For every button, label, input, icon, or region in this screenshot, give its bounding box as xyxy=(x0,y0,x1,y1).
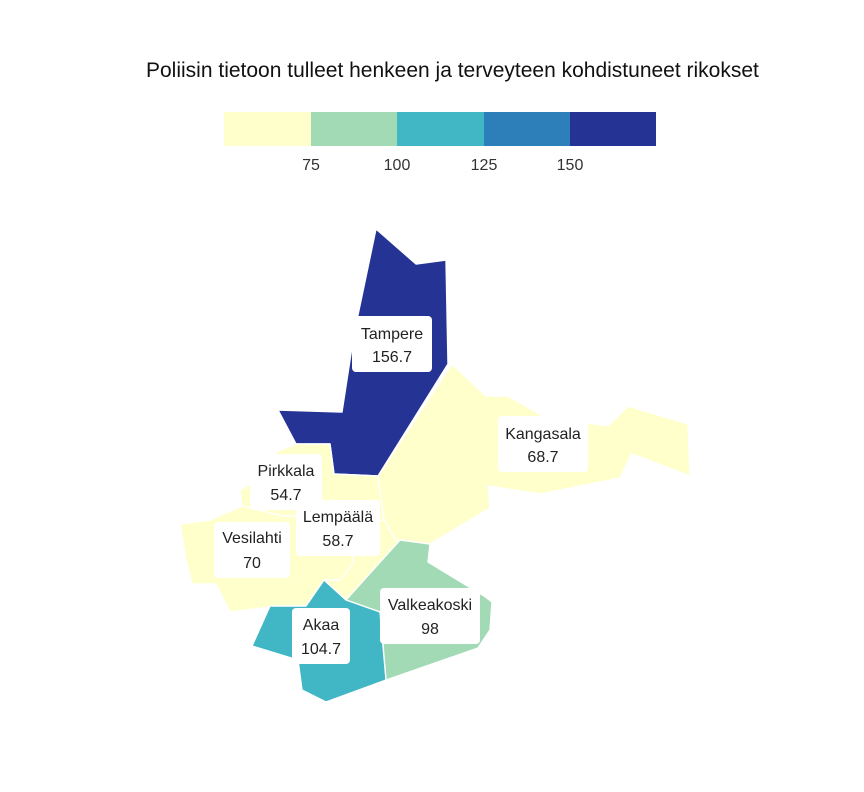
color-legend: 75 100 125 150 xyxy=(224,112,656,174)
legend-bin-75-100 xyxy=(311,112,397,146)
label-vesilahti: Vesilahti 70 xyxy=(214,522,290,578)
label-vesilahti-name: Vesilahti xyxy=(222,530,282,547)
label-pirkkala-name: Pirkkala xyxy=(258,463,315,480)
legend-tick-75: 75 xyxy=(302,157,320,174)
label-kangasala-value: 68.7 xyxy=(527,449,558,466)
label-pirkkala-value: 54.7 xyxy=(270,487,301,504)
legend-bin-below-75 xyxy=(224,112,311,146)
legend-tick-150: 150 xyxy=(557,157,584,174)
label-akaa-name: Akaa xyxy=(303,617,340,634)
label-kangasala-name: Kangasala xyxy=(505,426,581,443)
label-lempaala-name: Lempäälä xyxy=(303,509,373,526)
label-tampere: Tampere 156.7 xyxy=(352,316,432,372)
label-lempaala: Lempäälä 58.7 xyxy=(296,500,380,556)
legend-tick-125: 125 xyxy=(471,157,498,174)
label-valkeakoski-value: 98 xyxy=(421,621,439,638)
map-title: Poliisin tietoon tulleet henkeen ja terv… xyxy=(146,59,759,82)
legend-bin-100-125 xyxy=(397,112,484,146)
label-tampere-name: Tampere xyxy=(361,326,423,343)
legend-bin-above-150 xyxy=(570,112,656,146)
label-valkeakoski-name: Valkeakoski xyxy=(388,597,472,614)
label-kangasala: Kangasala 68.7 xyxy=(498,416,588,472)
legend-bin-125-150 xyxy=(484,112,570,146)
legend-tick-100: 100 xyxy=(384,157,411,174)
region-labels: Tampere 156.7 Kangasala 68.7 Pirkkala 54… xyxy=(214,316,588,664)
label-valkeakoski: Valkeakoski 98 xyxy=(380,588,480,644)
label-vesilahti-value: 70 xyxy=(243,555,261,572)
label-tampere-value: 156.7 xyxy=(372,349,412,366)
label-akaa: Akaa 104.7 xyxy=(292,608,350,664)
label-pirkkala: Pirkkala 54.7 xyxy=(250,454,322,510)
label-lempaala-value: 58.7 xyxy=(322,533,353,550)
label-akaa-value: 104.7 xyxy=(301,641,341,658)
